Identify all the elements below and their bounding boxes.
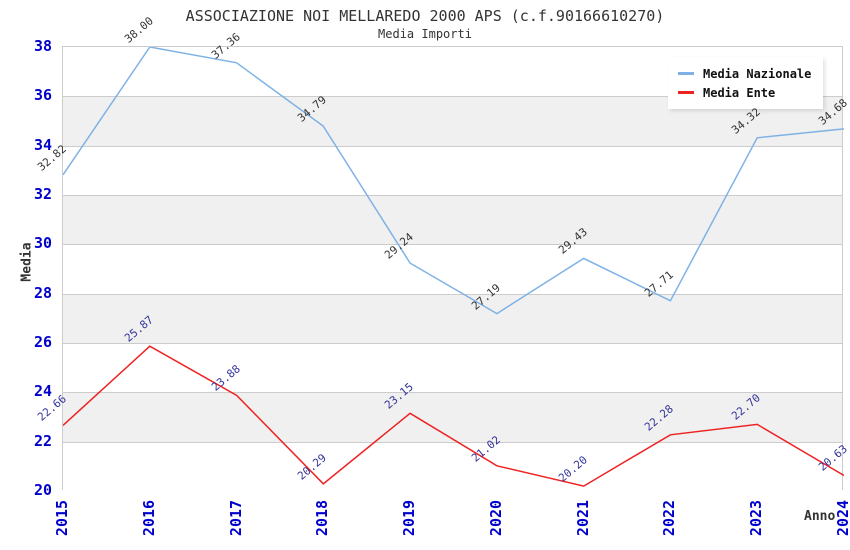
gridline <box>63 96 842 98</box>
plot-band <box>63 195 842 245</box>
y-tick-label: 22 <box>33 431 52 450</box>
x-tick-label: 2015 <box>53 499 71 537</box>
gridline <box>63 244 842 246</box>
x-axis-title: Anno <box>804 509 836 524</box>
legend-label: Media Nazionale <box>703 66 812 81</box>
legend-item: Media Ente <box>678 83 811 102</box>
plot-band <box>63 392 842 442</box>
media-ente-line <box>63 345 844 487</box>
gridline <box>63 145 842 147</box>
x-tick-label: 2016 <box>139 499 158 537</box>
chart-title: ASSOCIAZIONE NOI MELLAREDO 2000 APS (c.f… <box>185 7 665 25</box>
plot-band <box>63 343 842 393</box>
media-nazionale-line <box>63 47 844 315</box>
y-tick-label: 24 <box>33 382 52 401</box>
x-tick-label: 2019 <box>400 499 419 537</box>
y-tick-label: 26 <box>33 333 52 351</box>
x-tick-label: 2020 <box>486 499 505 537</box>
plot-band <box>63 441 842 491</box>
y-tick-label: 28 <box>33 283 52 302</box>
plot-area <box>62 46 844 491</box>
y-tick-label: 32 <box>33 185 52 203</box>
gridline <box>63 195 842 196</box>
x-tick-label: 2018 <box>313 499 332 537</box>
gridline <box>63 343 842 344</box>
x-tick-label: 2017 <box>226 499 245 537</box>
plot-band <box>63 145 842 195</box>
series-lines <box>63 47 844 487</box>
legend-line-swatch <box>678 91 694 94</box>
legend-item: Media Nazionale <box>678 64 811 83</box>
y-tick-label: 38 <box>33 37 52 55</box>
y-tick-label: 30 <box>33 234 52 253</box>
chart-subtitle: Media Importi <box>378 27 472 41</box>
x-tick-label: 2021 <box>573 499 592 537</box>
y-tick-label: 34 <box>33 135 52 154</box>
plot-band <box>63 244 842 294</box>
x-tick-label: 2023 <box>747 499 766 537</box>
gridline <box>63 441 842 443</box>
legend-label: Media Ente <box>703 85 776 100</box>
y-tick-label: 36 <box>33 86 52 105</box>
gridline <box>63 392 842 394</box>
legend-line-swatch <box>678 72 694 75</box>
x-tick-label: 2024 <box>834 499 850 537</box>
gridline <box>63 293 842 295</box>
legend: Media Nazionale Media Ente <box>668 57 824 109</box>
plot-band <box>63 293 842 343</box>
y-tick-label: 20 <box>33 481 52 499</box>
x-tick-label: 2022 <box>660 499 679 537</box>
